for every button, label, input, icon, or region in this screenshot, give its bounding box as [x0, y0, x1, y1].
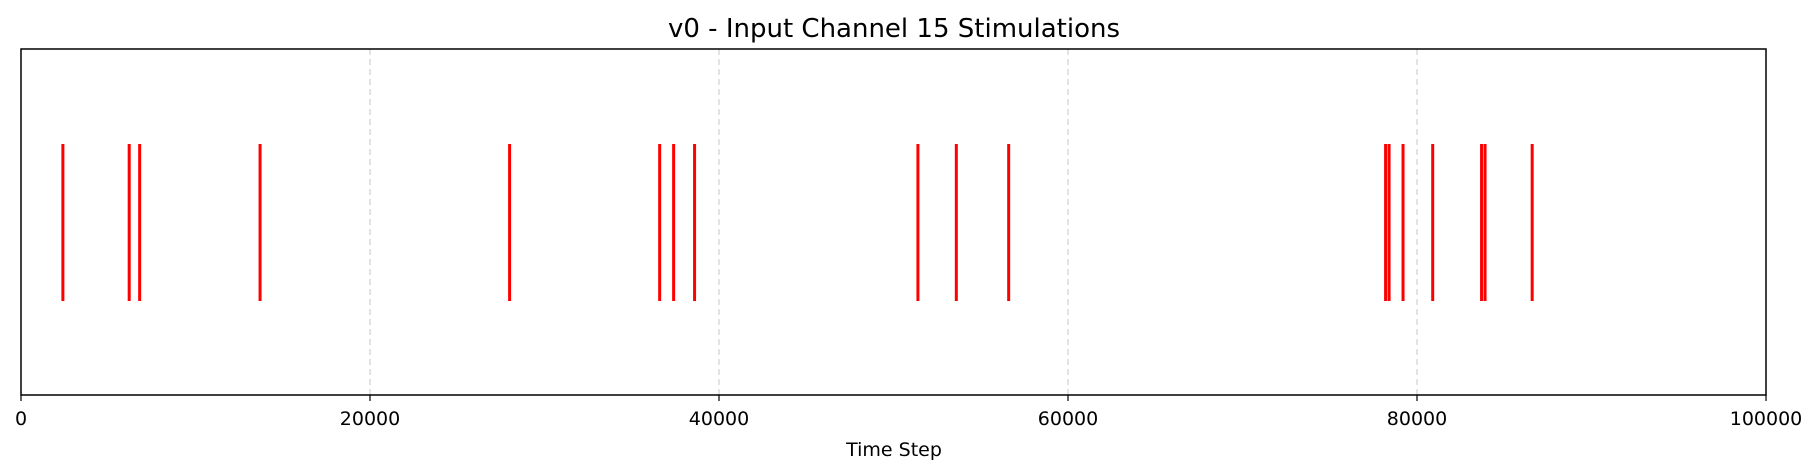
x-axis-label: Time Step: [845, 439, 942, 461]
x-tick-label: 60000: [1038, 408, 1098, 430]
x-tick-label: 20000: [340, 408, 400, 430]
x-tick-label: 100000: [1730, 408, 1803, 430]
x-tick-label: 80000: [1387, 408, 1447, 430]
x-tick-label: 0: [15, 408, 27, 430]
event-markers: [61, 144, 1534, 301]
chart-title: v0 - Input Channel 15 Stimulations: [668, 14, 1120, 44]
x-axis-ticks: 0 20000 40000 60000 80000 100000: [15, 395, 1802, 430]
grid-lines: [369, 49, 1418, 395]
x-tick-label: 40000: [689, 408, 749, 430]
plot-area-frame: [20, 48, 1767, 396]
